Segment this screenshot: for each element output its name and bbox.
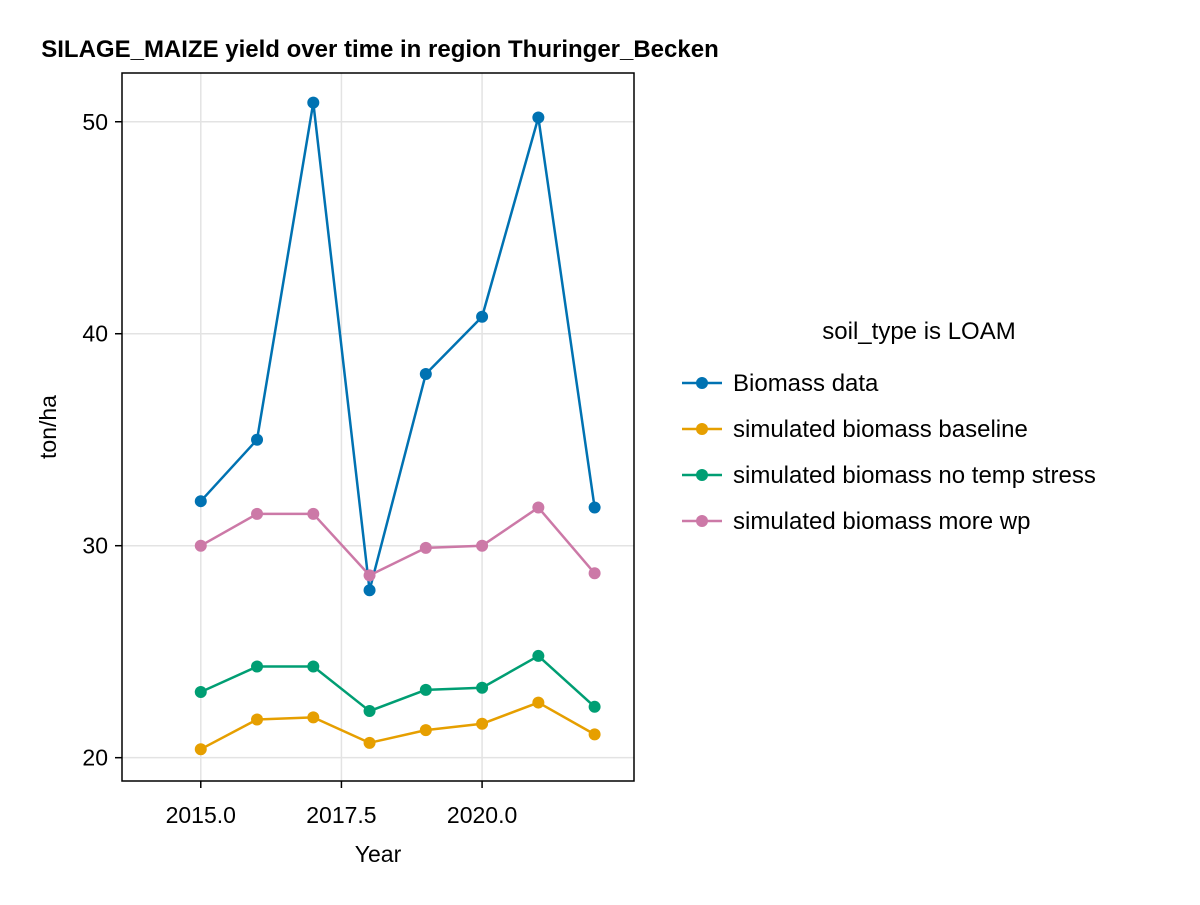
data-point [532, 501, 545, 514]
legend-title: soil_type is LOAM [822, 318, 1015, 345]
data-point [307, 711, 320, 724]
legend-label: Biomass data [733, 370, 879, 397]
data-point [588, 728, 601, 741]
series-line [199, 101, 596, 592]
data-point [532, 696, 545, 709]
data-point [307, 96, 320, 109]
data-point [194, 743, 207, 756]
data-point [419, 368, 432, 381]
data-point [363, 736, 376, 749]
y-tick-label: 40 [82, 321, 108, 347]
data-point [194, 495, 207, 508]
legend-label: simulated biomass baseline [733, 416, 1028, 443]
data-point [194, 685, 207, 698]
series-line [200, 654, 596, 713]
data-point [588, 700, 601, 713]
data-point [476, 310, 489, 323]
legend-item: simulated biomass baseline [682, 416, 1028, 443]
y-axis-label: ton/ha [35, 395, 61, 459]
x-tick-label: 2015.0 [166, 802, 236, 828]
y-tick-label: 20 [82, 745, 108, 771]
y-tick-label: 30 [82, 533, 108, 559]
legend-item: simulated biomass no temp stress [682, 462, 1096, 489]
series-2 [194, 696, 601, 756]
legend-swatch-marker [696, 469, 708, 481]
data-point [307, 660, 320, 673]
plot-frame [121, 72, 635, 782]
grid-lines [122, 73, 634, 781]
data-point [476, 681, 489, 694]
series-layer [194, 96, 601, 756]
data-point [251, 433, 264, 446]
data-point [363, 705, 376, 718]
data-point [588, 567, 601, 580]
data-point [363, 584, 376, 597]
legend-swatch-marker [696, 515, 708, 527]
series-3 [194, 649, 601, 718]
series-line [200, 701, 596, 751]
legend-swatch-marker [696, 423, 708, 435]
data-point [419, 683, 432, 696]
data-point [419, 724, 432, 737]
data-point [251, 660, 264, 673]
legend: Biomass data simulated biomass baseline si… [682, 370, 1096, 535]
legend-label: simulated biomass no temp stress [733, 462, 1096, 489]
data-point [588, 501, 601, 514]
series-4 [194, 501, 601, 582]
data-point [476, 539, 489, 552]
chart-title: SILAGE_MAIZE yield over time in region T… [41, 36, 718, 63]
legend-swatch-marker [696, 377, 708, 389]
data-point [251, 713, 264, 726]
data-point [476, 717, 489, 730]
x-axis-label: Year [355, 841, 402, 867]
legend-item: simulated biomass more wp [682, 508, 1030, 535]
data-point [419, 541, 432, 554]
legend-item: Biomass data [682, 370, 879, 397]
x-tick-label: 2020.0 [447, 802, 517, 828]
series-line [200, 506, 596, 577]
data-point [251, 507, 264, 520]
data-point [194, 539, 207, 552]
axis-ticks: 2015.0 2017.5 2020.0 20 30 40 50 [82, 109, 517, 828]
x-tick-label: 2017.5 [306, 802, 376, 828]
data-point [532, 111, 545, 124]
legend-label: simulated biomass more wp [733, 508, 1030, 535]
y-tick-label: 50 [82, 109, 108, 135]
data-point [307, 507, 320, 520]
series-1 [194, 96, 601, 597]
data-point [532, 649, 545, 662]
data-point [363, 569, 376, 582]
